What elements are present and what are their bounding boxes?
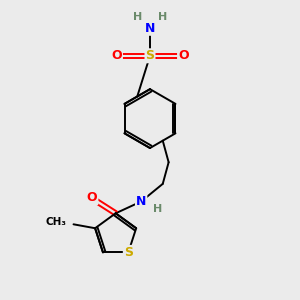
Text: O: O: [111, 49, 122, 62]
Text: H: H: [153, 204, 162, 214]
Text: O: O: [87, 191, 98, 204]
Text: N: N: [136, 195, 146, 208]
Text: CH₃: CH₃: [45, 217, 66, 227]
Text: H: H: [133, 12, 142, 22]
Text: N: N: [145, 22, 155, 35]
Text: H: H: [158, 12, 167, 22]
Text: S: S: [146, 49, 154, 62]
Text: S: S: [124, 246, 133, 259]
Text: O: O: [178, 49, 189, 62]
